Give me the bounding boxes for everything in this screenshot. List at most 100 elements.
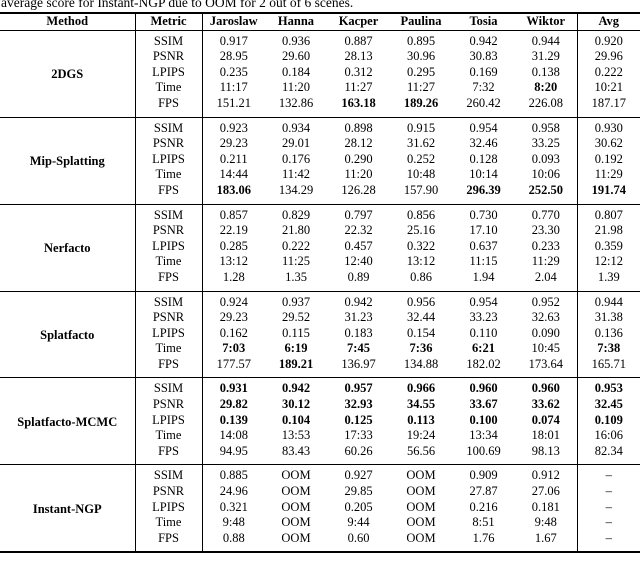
scene-value-cell: OOM [281, 530, 311, 545]
metric-label: LPIPS [134, 412, 203, 429]
column-header-tosia: Tosia [469, 14, 498, 28]
metric-label: PSNR [134, 49, 203, 65]
scene-value-cell: 0.110 [469, 325, 498, 340]
scene-value-cell: 0.162 [219, 325, 248, 340]
scene-value-cell: 0.942 [344, 294, 373, 309]
scene-value-cell: 0.952 [531, 294, 560, 309]
scene-value-cell: 0.927 [344, 468, 373, 483]
scene-value-cell: 0.856 [406, 207, 436, 222]
scene-value-cell: 32.63 [531, 310, 560, 325]
scene-value-cell: 0.125 [344, 412, 373, 427]
scene-value-cell: 0.216 [469, 499, 498, 514]
scene-value-cell: 60.26 [344, 443, 373, 458]
scene-value-cell: 29.60 [281, 49, 311, 64]
scene-value-cell: 177.57 [216, 356, 251, 371]
scene-value-cell: 0.966 [406, 381, 436, 396]
scene-value-cell: 14:08 [219, 428, 248, 443]
table-row: FPS 1.28 1.35 0.89 0.86 1.94 2.04 1.39 [0, 269, 640, 291]
scene-value-cell: 100.69 [466, 443, 501, 458]
scene-value-cell: 21.80 [281, 223, 311, 238]
table-row: PSNR 29.23 29.01 28.12 31.62 32.46 33.25 30.62 [0, 136, 640, 152]
avg-value-cell: 32.45 [576, 397, 640, 413]
metric-label: PSNR [134, 310, 203, 326]
scene-value-cell: 83.43 [281, 443, 311, 458]
avg-value-cell: – [576, 484, 640, 500]
scene-value-cell: 173.64 [528, 356, 563, 371]
table-header: Method Metric Jaroslaw Hanna Kacper Paulina To… [0, 13, 640, 31]
scene-value-cell: 0.637 [469, 238, 498, 253]
metric-label: PSNR [134, 223, 203, 239]
scene-value-cell: 0.104 [281, 412, 311, 427]
scene-value-cell: 98.13 [531, 443, 560, 458]
column-header-method: Method [46, 14, 89, 28]
scene-value-cell: 0.957 [344, 381, 373, 396]
scene-value-cell: 0.942 [281, 381, 311, 396]
scene-value-cell: 0.944 [531, 33, 560, 48]
scene-value-cell: 0.857 [219, 207, 248, 222]
method-name: Nerfacto [44, 241, 91, 256]
scene-value-cell: 0.895 [406, 33, 436, 48]
scene-value-cell: 0.181 [531, 499, 560, 514]
method-name: 2DGS [51, 67, 84, 82]
avg-value-cell: 12:12 [576, 254, 640, 270]
scene-value-cell: 0.954 [469, 294, 498, 309]
table-row: FPS 0.88 OOM 0.60 OOM 1.76 1.67 – [0, 530, 640, 553]
scene-value-cell: 13:12 [219, 254, 248, 269]
scene-value-cell: 27.87 [469, 484, 498, 499]
scene-value-cell: 7:03 [222, 341, 246, 356]
table-row: PSNR 29.82 30.12 32.93 34.55 33.67 33.62 32.45 [0, 397, 640, 413]
scene-value-cell: 28.13 [344, 49, 373, 64]
scene-value-cell: 0.211 [219, 151, 248, 166]
scene-value-cell: 0.205 [344, 499, 373, 514]
scene-value-cell: 0.138 [531, 64, 560, 79]
metric-label: PSNR [134, 136, 203, 152]
scene-value-cell: 0.829 [281, 207, 311, 222]
avg-value-cell: – [576, 530, 640, 553]
scene-value-cell: 0.797 [344, 207, 373, 222]
scene-value-cell: 0.88 [222, 530, 245, 545]
scene-value-cell: 0.113 [407, 412, 435, 427]
scene-value-cell: 11:27 [406, 80, 435, 95]
scene-value-cell: 11:27 [344, 80, 373, 95]
table-row: Time 13:12 11:25 12:40 13:12 11:15 11:29 12:12 [0, 254, 640, 270]
scene-value-cell: 30.83 [469, 49, 498, 64]
metric-label: Time [134, 167, 203, 183]
table-row: FPS 177.57 189.21 136.97 134.88 182.02 173.64 1… [0, 356, 640, 378]
scene-value-cell: OOM [281, 468, 311, 483]
scene-value-cell: 33.62 [531, 397, 560, 412]
scene-value-cell: 0.100 [469, 412, 498, 427]
table-row: Time 14:44 11:42 11:20 10:48 10:14 10:06 11:29 [0, 167, 640, 183]
scene-value-cell: OOM [406, 515, 436, 530]
table-row: PSNR 28.95 29.60 28.13 30.96 30.83 31.29 29.96 [0, 49, 640, 65]
metric-label: FPS [134, 95, 203, 118]
scene-value-cell: 0.169 [469, 64, 498, 79]
avg-value-cell: 0.920 [576, 30, 640, 50]
scene-value-cell: 0.139 [219, 412, 248, 427]
scene-value-cell: 13:53 [281, 428, 311, 443]
table-caption: average score for Instant-NGP due to OOM… [1, 0, 354, 10]
scene-value-cell: 19:24 [406, 428, 436, 443]
scene-value-cell: 0.885 [219, 468, 248, 483]
scene-value-cell: 25.16 [406, 223, 436, 238]
scene-value-cell: 134.29 [278, 182, 314, 197]
scene-value-cell: 0.093 [531, 151, 560, 166]
avg-value-cell: 16:06 [576, 428, 640, 444]
table-row: Splatfacto-MCMC SSIM 0.931 0.942 0.957 0.966 0… [0, 377, 640, 429]
metric-label: PSNR [134, 484, 203, 500]
scene-value-cell: 0.074 [531, 412, 560, 427]
avg-value-cell: 1.39 [576, 269, 640, 291]
scene-value-cell: 0.912 [531, 468, 560, 483]
scene-value-cell: 0.184 [281, 64, 311, 79]
scene-value-cell: 0.312 [344, 64, 373, 79]
scene-value-cell: 1.76 [472, 530, 495, 545]
scene-value-cell: 0.89 [347, 269, 370, 284]
scene-value-cell: 30.12 [281, 397, 311, 412]
method-name: Splatfacto-MCMC [17, 415, 118, 430]
scene-value-cell: 0.233 [531, 238, 560, 253]
table-row: PSNR 29.23 29.52 31.23 32.44 33.23 32.63 31.38 [0, 310, 640, 326]
metric-label: LPIPS [134, 64, 203, 81]
table-row: PSNR 22.19 21.80 22.32 25.16 17.10 23.30 21.98 [0, 223, 640, 239]
column-header-metric: Metric [134, 13, 203, 31]
avg-value-cell: 0.136 [576, 325, 640, 342]
scene-value-cell: 136.97 [341, 356, 376, 371]
